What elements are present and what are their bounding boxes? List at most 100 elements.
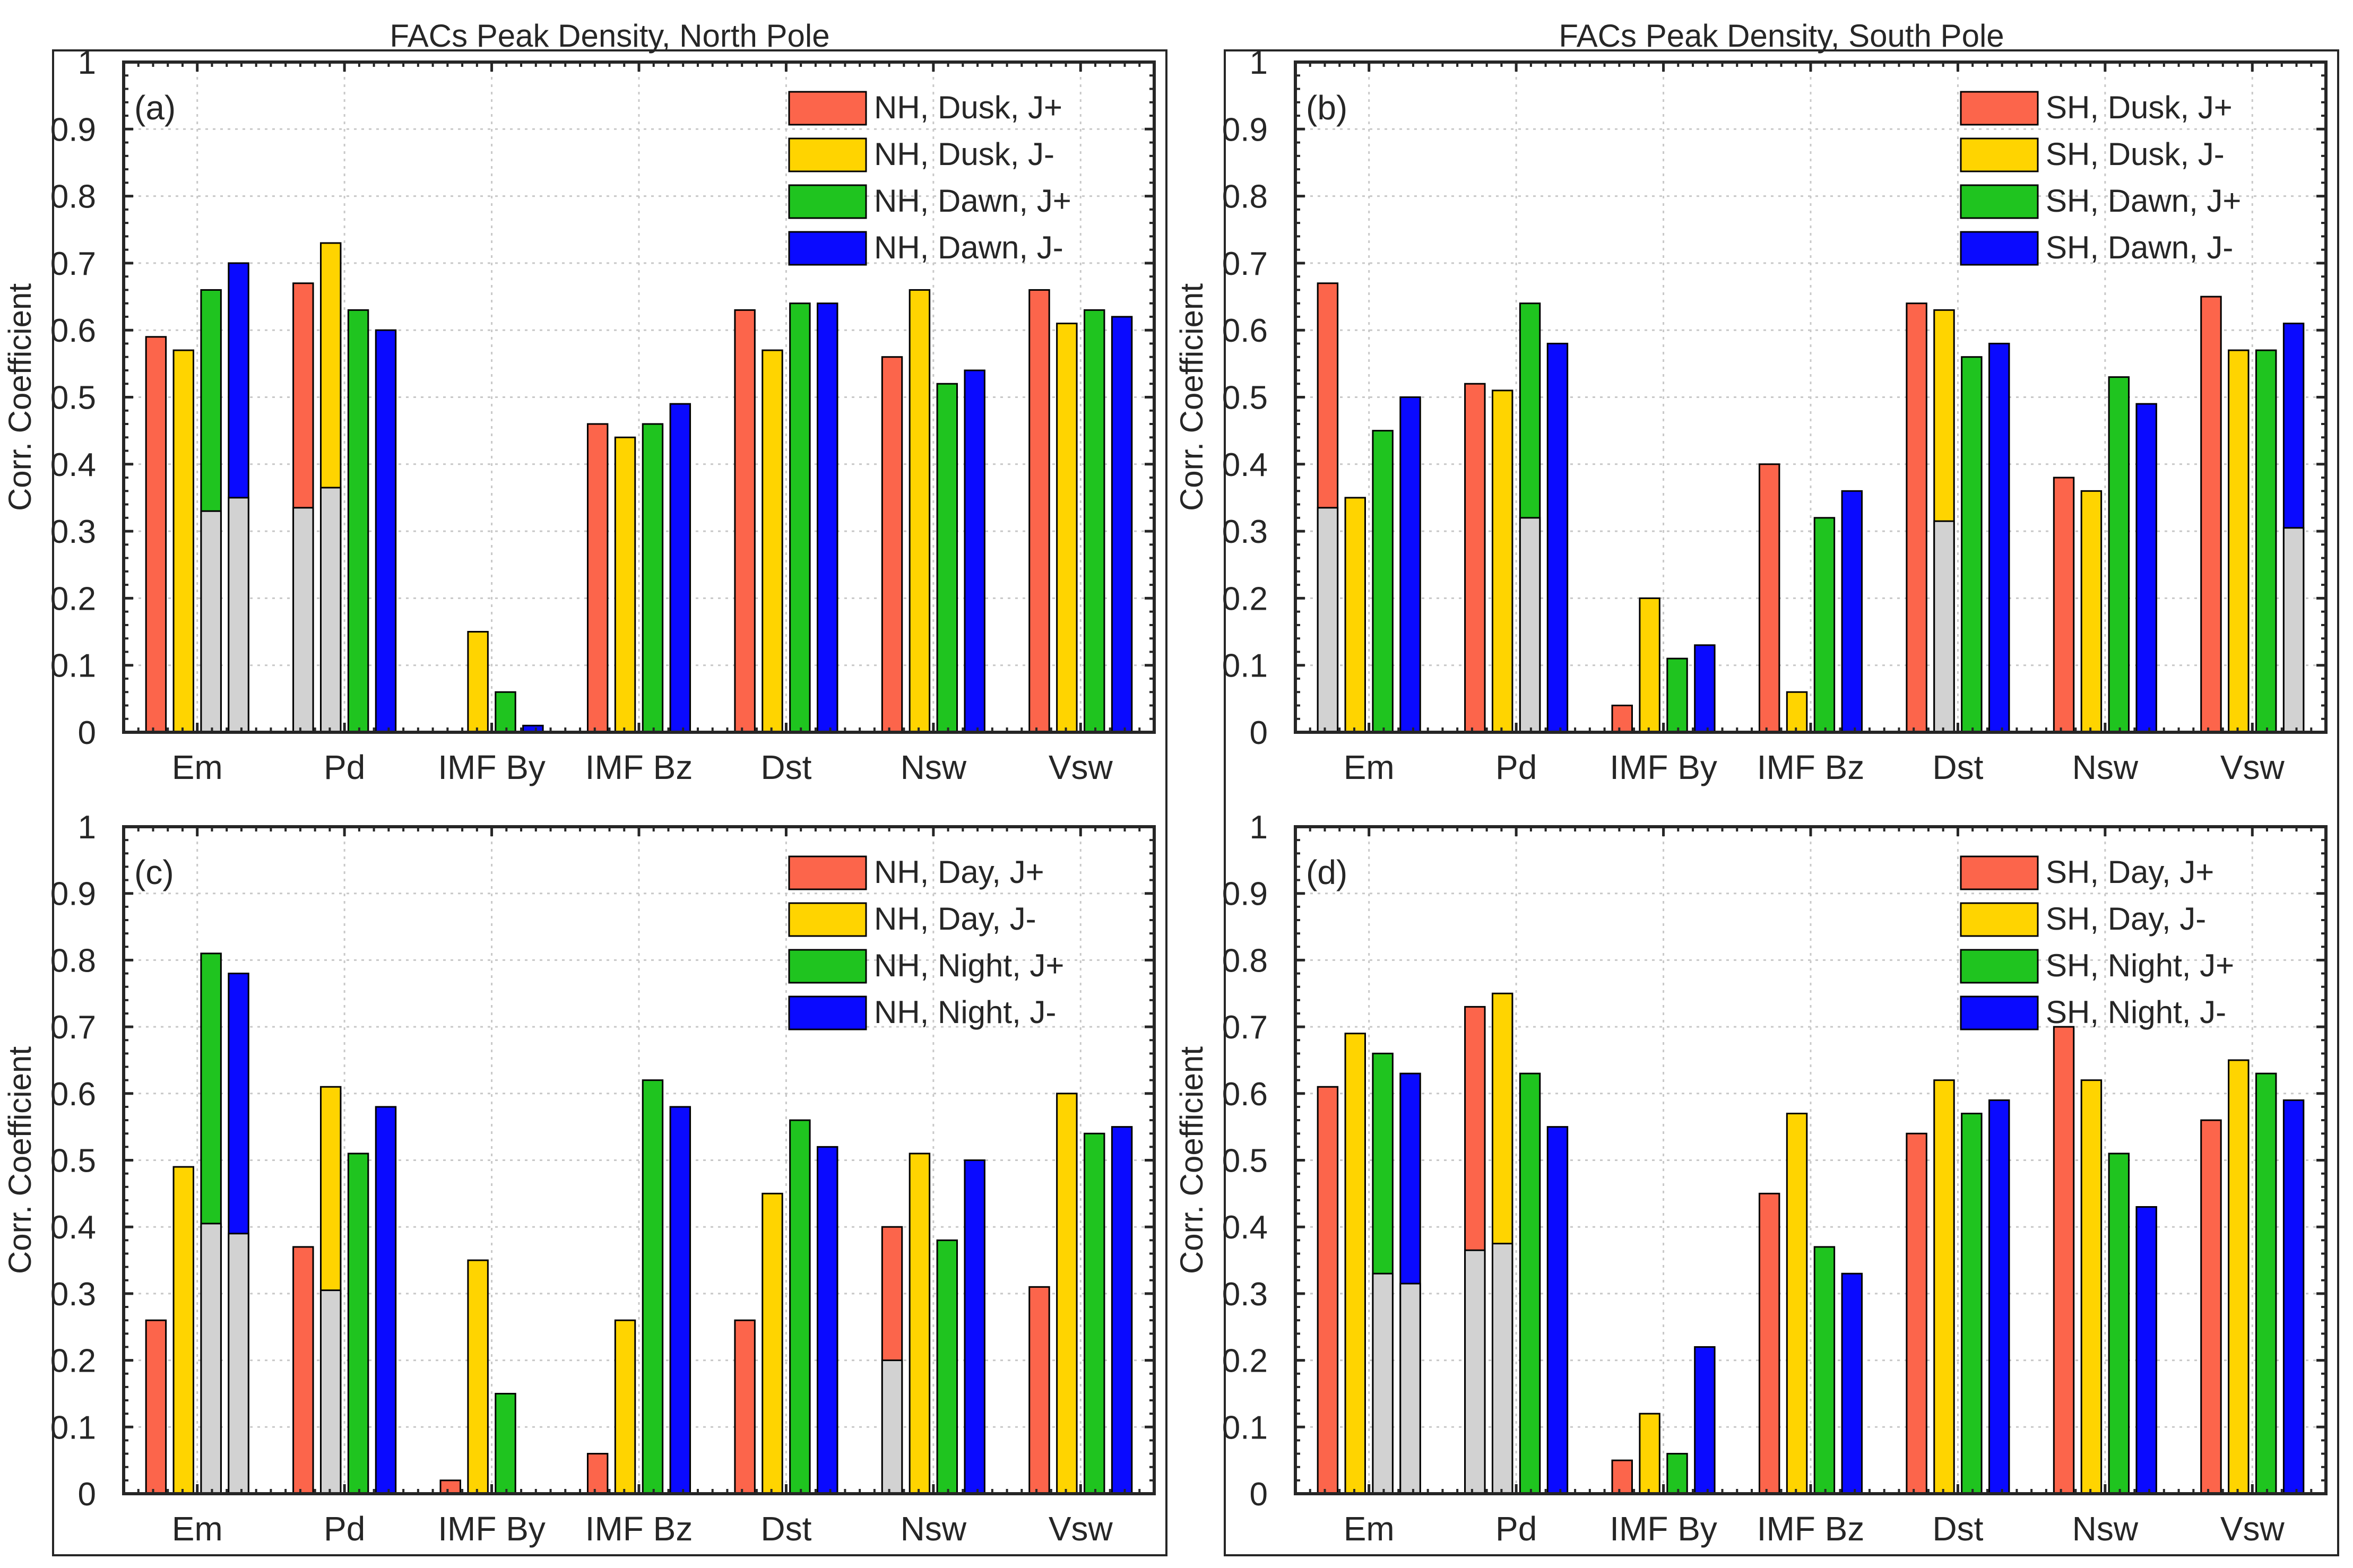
- y-axis-label: Corr. Coefficient: [2, 1046, 38, 1274]
- legend-label: NH, Day, J-: [874, 901, 1036, 937]
- legend-swatch: [788, 91, 867, 126]
- bar-SH, Night, J-: [1988, 1099, 2010, 1495]
- legend-label: NH, Dusk, J+: [874, 90, 1062, 125]
- bar-NH, Day, J+: [292, 1246, 314, 1495]
- bar-NH, Day, J-: [467, 1259, 489, 1495]
- bar-SH, Dawn, J-: [1988, 342, 2010, 733]
- bar-NH, Dusk, J-: [762, 349, 783, 733]
- y-tick-label: 0.1: [1222, 648, 1268, 685]
- y-tick-label: 0.8: [50, 179, 96, 215]
- bar-NH, Night, J-: [1111, 1126, 1133, 1495]
- legend-label: SH, Day, J+: [2046, 854, 2214, 890]
- y-tick-label: 0.7: [1222, 1009, 1268, 1046]
- bar-SH, Dusk, J-: [1786, 691, 1808, 733]
- bar-insignificant-part: [1933, 520, 1955, 733]
- y-tick-label: 0.4: [50, 1209, 96, 1246]
- category-label: Dst: [1932, 748, 1983, 786]
- bar-NH, Day, J-: [909, 1153, 931, 1495]
- panel-4: 0 0.1 0.2 0.3 0.4 0.5 0.6 0.7 0.8 0.9 1 Em Pd IMF By I…: [1174, 809, 2328, 1548]
- legend-label: NH, Dawn, J-: [874, 230, 1063, 265]
- y-tick-label: 0.5: [1222, 380, 1268, 417]
- bar-insignificant-part: [200, 510, 222, 733]
- bar-NH, Dusk, J+: [881, 356, 903, 733]
- category-label: Nsw: [2072, 748, 2139, 786]
- bar-insignificant-part: [2282, 527, 2305, 733]
- bar-SH, Night, J+: [1666, 1453, 1688, 1495]
- legend-swatch: [1960, 184, 2039, 219]
- bar-SH, Night, J-: [2135, 1206, 2157, 1495]
- y-tick-label: 0.8: [1222, 942, 1268, 979]
- y-tick-label: 0.7: [50, 246, 96, 282]
- category-label: Nsw: [901, 1510, 967, 1548]
- bar-NH, Dusk, J-: [614, 436, 636, 733]
- bar-SH, Day, J+: [2200, 1119, 2222, 1495]
- y-axis-label: Corr. Coefficient: [1174, 1046, 1209, 1274]
- y-tick-label: 0.9: [50, 111, 96, 148]
- bar-SH, Dawn, J-: [1546, 342, 1569, 733]
- bar-NH, Dawn, J+: [347, 309, 369, 733]
- category-label: Vsw: [2220, 748, 2285, 786]
- bar-SH, Dusk, J+: [1611, 704, 1633, 733]
- legend-swatch: [1960, 91, 2039, 126]
- y-tick-label: 0.3: [50, 1276, 96, 1313]
- legend-label: SH, Day, J-: [2046, 901, 2206, 937]
- y-tick-label: 1: [1250, 809, 1268, 846]
- y-tick-label: 0.7: [1222, 246, 1268, 282]
- bar-NH, Dawn, J+: [642, 423, 664, 733]
- category-label: Nsw: [901, 748, 967, 786]
- legend-swatch: [788, 995, 867, 1030]
- panel-label: (a): [134, 89, 176, 127]
- bar-SH, Dusk, J-: [1491, 389, 1513, 733]
- bar-NH, Dawn, J-: [1111, 316, 1133, 733]
- bar-SH, Dusk, J-: [2080, 490, 2103, 733]
- bar-NH, Dusk, J-: [1056, 323, 1078, 733]
- bar-SH, Dawn, J-: [1694, 644, 1716, 733]
- bar-SH, Dusk, J+: [1464, 383, 1486, 733]
- y-tick-label: 0: [78, 1476, 96, 1513]
- bar-SH, Day, J+: [1758, 1192, 1780, 1495]
- y-tick-label: 0.6: [1222, 1076, 1268, 1113]
- bar-SH, Night, J+: [1519, 1072, 1541, 1495]
- y-tick-label: 0.2: [1222, 1343, 1268, 1380]
- bar-NH, Dusk, J+: [586, 423, 609, 733]
- bar-NH, Night, J-: [375, 1106, 397, 1495]
- bar-insignificant-part: [1464, 1249, 1486, 1495]
- category-label: IMF Bz: [585, 748, 693, 786]
- category-label: IMF Bz: [1757, 1510, 1865, 1548]
- bar-SH, Dawn, J+: [1813, 517, 1836, 733]
- y-tick-label: 0.3: [1222, 514, 1268, 550]
- legend-swatch: [788, 137, 867, 172]
- category-label: Em: [172, 1510, 223, 1548]
- legend-label: NH, Day, J+: [874, 854, 1044, 890]
- legend-swatch: [788, 855, 867, 890]
- bar-NH, Night, J-: [964, 1159, 985, 1495]
- bar-insignificant-part: [228, 1233, 249, 1495]
- legend-swatch: [1960, 902, 2039, 937]
- y-tick-label: 0.4: [1222, 447, 1268, 483]
- y-tick-label: 0.3: [50, 514, 96, 550]
- legend-label: SH, Dawn, J+: [2046, 183, 2241, 219]
- y-axis-label: Corr. Coefficient: [2, 283, 38, 511]
- figure-box-right: [1224, 49, 2339, 1556]
- panel-label: (c): [134, 853, 174, 891]
- y-tick-label: 0.6: [1222, 313, 1268, 349]
- bar-NH, Day, J+: [586, 1453, 609, 1495]
- y-tick-label: 0.5: [1222, 1143, 1268, 1180]
- legend-swatch: [1960, 231, 2039, 266]
- bar-NH, Dusk, J+: [1028, 289, 1050, 733]
- legend-label: SH, Dawn, J-: [2046, 230, 2233, 265]
- bar-NH, Day, J+: [439, 1479, 461, 1495]
- bar-SH, Day, J+: [1906, 1132, 1927, 1495]
- legend-swatch: [1960, 949, 2039, 984]
- y-tick-label: 0.7: [50, 1009, 96, 1046]
- y-tick-label: 0.9: [1222, 876, 1268, 913]
- panel-label: (b): [1306, 89, 1347, 127]
- bar-insignificant-part: [1372, 1272, 1394, 1495]
- bar-NH, Dawn, J-: [964, 369, 985, 733]
- bar-SH, Day, J+: [1611, 1459, 1633, 1495]
- bar-SH, Dusk, J+: [1758, 463, 1780, 733]
- category-label: IMF Bz: [1757, 748, 1865, 786]
- legend-label: NH, Dawn, J+: [874, 183, 1071, 219]
- category-label: Pd: [1495, 1510, 1537, 1548]
- bar-NH, Dusk, J-: [467, 631, 489, 733]
